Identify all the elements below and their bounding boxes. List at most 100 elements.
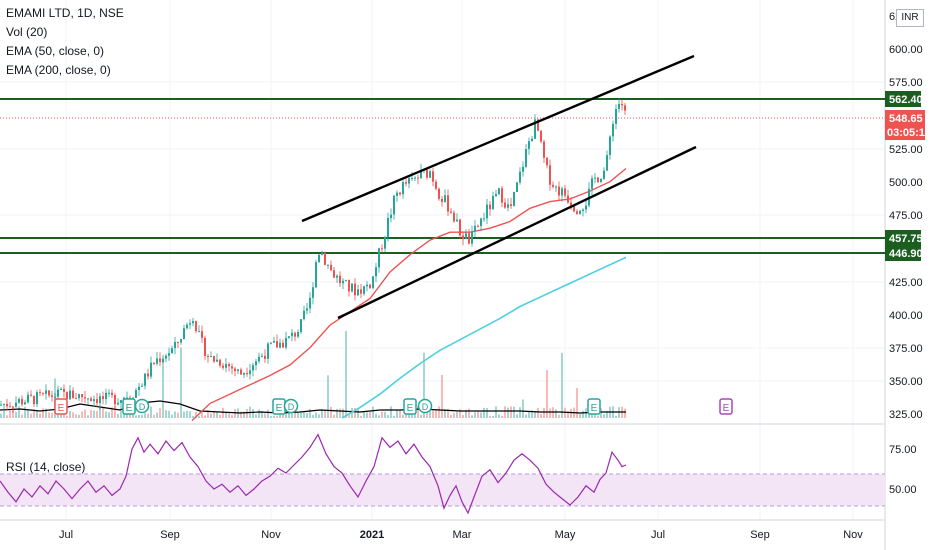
- price-tick: 475.00: [889, 210, 923, 222]
- candle-body: [585, 205, 587, 210]
- volume-bar: [150, 406, 152, 418]
- earnings-icon[interactable]: E: [272, 398, 286, 415]
- earnings-icon[interactable]: E: [54, 398, 68, 415]
- candle-body: [108, 392, 110, 394]
- ema200-indicator-label[interactable]: EMA (200, close, 0): [6, 63, 111, 77]
- volume-bar: [336, 408, 338, 418]
- earnings-icon[interactable]: E: [719, 398, 733, 415]
- candle-body: [354, 283, 356, 296]
- candle-body: [537, 119, 539, 131]
- volume-bar: [381, 411, 383, 418]
- volume-bar: [207, 410, 209, 418]
- earnings-icon[interactable]: E: [403, 398, 417, 415]
- candle-body: [24, 402, 26, 405]
- volume-bar: [153, 414, 155, 418]
- candle-body: [489, 204, 491, 210]
- volume-bar: [543, 407, 545, 418]
- candle-body: [534, 119, 536, 139]
- svg-text:562.40: 562.40: [889, 94, 923, 106]
- volume-bar: [63, 413, 65, 418]
- svg-text:E: E: [276, 403, 283, 414]
- candle-body: [6, 403, 8, 407]
- candle-body: [561, 188, 563, 196]
- candle-body: [48, 390, 50, 396]
- volume-bar: [51, 412, 53, 418]
- dividend-icon[interactable]: D: [283, 398, 299, 414]
- time-tick: Sep: [750, 529, 770, 541]
- volume-bar: [135, 415, 137, 418]
- rsi-axis[interactable]: 75.00 50.00: [889, 444, 917, 496]
- volume-bar: [558, 414, 560, 418]
- volume-bar: [204, 415, 206, 418]
- candle-body: [372, 276, 374, 288]
- volume-bar: [33, 409, 35, 418]
- candle-body: [432, 171, 434, 182]
- dividend-icon[interactable]: D: [417, 398, 433, 414]
- volume-bar: [597, 415, 599, 418]
- volume-bar: [147, 413, 149, 418]
- volume-bar: [276, 415, 278, 418]
- channel-lower-line[interactable]: [337, 145, 697, 320]
- volume-bar: [39, 413, 41, 418]
- volume-bar: [99, 407, 101, 418]
- candle-body: [282, 342, 284, 348]
- candle-body: [228, 364, 230, 367]
- time-axis[interactable]: Jul Sep Nov 2021 Mar May Jul Sep Nov: [59, 529, 863, 541]
- symbol-title[interactable]: EMAMI LTD, 1D, NSE: [6, 6, 124, 20]
- candle-body: [45, 390, 47, 394]
- volume-bar: [393, 415, 395, 418]
- earnings-icon[interactable]: E: [587, 398, 601, 415]
- candle-body: [531, 138, 533, 142]
- candle-body: [9, 406, 11, 408]
- earnings-icon[interactable]: E: [122, 398, 136, 415]
- candle-body: [249, 370, 251, 375]
- time-tick: Nov: [261, 529, 281, 541]
- volume-bar: [111, 407, 113, 418]
- candle-body: [201, 331, 203, 338]
- candle-body: [513, 192, 515, 207]
- volume-bar: [222, 407, 224, 418]
- price-axis[interactable]: 600.00 575.00 525.00 500.00 475.00 425.0…: [885, 11, 931, 421]
- volume-bar: [477, 411, 479, 418]
- volume-bar: [180, 347, 182, 418]
- candle-body: [225, 364, 227, 368]
- volume-bar: [453, 412, 455, 418]
- volume-bar: [102, 406, 104, 418]
- volume-bar: [216, 412, 218, 418]
- candle-body: [516, 182, 518, 192]
- candle-body: [522, 166, 524, 172]
- candle-body: [27, 394, 29, 403]
- channel-upper-line[interactable]: [301, 54, 695, 223]
- svg-text:446.90: 446.90: [889, 248, 923, 260]
- rsi-indicator-label[interactable]: RSI (14, close): [6, 460, 86, 474]
- candle-body: [57, 389, 59, 397]
- event-markers[interactable]: E E D E D E D E: [54, 398, 733, 415]
- currency-button[interactable]: INR: [896, 9, 924, 27]
- candle-body: [366, 284, 368, 287]
- ema50-indicator-label[interactable]: EMA (50, close, 0): [6, 44, 105, 58]
- volume-bar: [432, 410, 434, 418]
- dividend-icon[interactable]: D: [134, 398, 150, 414]
- candle-body: [150, 362, 152, 377]
- volume-bar: [48, 412, 50, 418]
- svg-text:457.75: 457.75: [889, 233, 923, 245]
- candle-body: [390, 214, 392, 219]
- candle-body: [621, 103, 623, 106]
- volume-bar: [549, 408, 551, 418]
- candle-body: [264, 355, 266, 359]
- volume-bar: [417, 406, 419, 418]
- svg-text:E: E: [58, 403, 65, 414]
- price-tick: 375.00: [889, 343, 923, 355]
- time-tick: Jul: [59, 529, 73, 541]
- candle-body: [348, 279, 350, 292]
- time-tick: Nov: [843, 529, 863, 541]
- candle-body: [219, 359, 221, 366]
- candle-body: [600, 178, 602, 182]
- candle-body: [579, 210, 581, 214]
- candle-body: [393, 195, 395, 215]
- candle-body: [309, 297, 311, 309]
- candle-body: [240, 369, 242, 375]
- volume-bar: [369, 412, 371, 418]
- volume-indicator-label[interactable]: Vol (20): [6, 25, 48, 39]
